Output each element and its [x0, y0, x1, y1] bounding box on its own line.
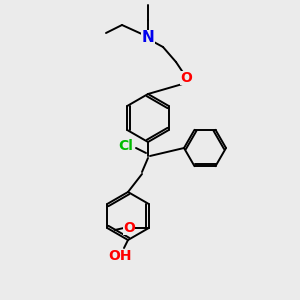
Text: OH: OH [108, 249, 132, 263]
Text: O: O [123, 221, 135, 235]
Text: N: N [142, 31, 154, 46]
Text: O: O [180, 71, 192, 85]
Text: Cl: Cl [118, 139, 134, 153]
